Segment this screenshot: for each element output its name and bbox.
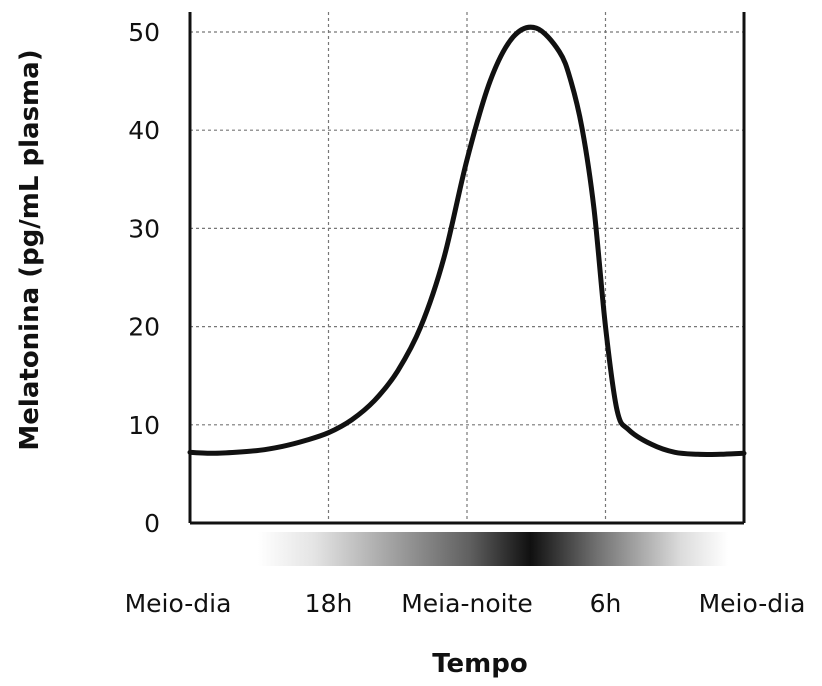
x-axis-title: Tempo bbox=[432, 649, 527, 679]
y-axis-ticks: 0 10 20 30 40 50 bbox=[128, 18, 160, 538]
y-tick-label: 0 bbox=[144, 509, 160, 538]
x-tick-label: Meio-dia bbox=[125, 589, 232, 618]
x-tick-label: Meia-noite bbox=[401, 589, 533, 618]
y-tick-label: 50 bbox=[128, 18, 160, 47]
x-tick-label: 6h bbox=[590, 589, 622, 618]
x-tick-label: 18h bbox=[305, 589, 353, 618]
y-tick-label: 40 bbox=[128, 116, 160, 145]
y-tick-label: 30 bbox=[128, 214, 160, 243]
y-tick-label: 10 bbox=[128, 411, 160, 440]
x-tick-label: Meio-dia bbox=[699, 589, 806, 618]
y-axis-title: Melatonina (pg/mL plasma) bbox=[15, 49, 45, 450]
day-night-gradient-bar bbox=[258, 532, 728, 566]
y-tick-label: 20 bbox=[128, 313, 160, 342]
melatonin-curve bbox=[187, 24, 747, 457]
x-axis-ticks: Meio-dia 18h Meia-noite 6h Meio-dia bbox=[125, 589, 806, 618]
grid-lines bbox=[190, 12, 744, 523]
